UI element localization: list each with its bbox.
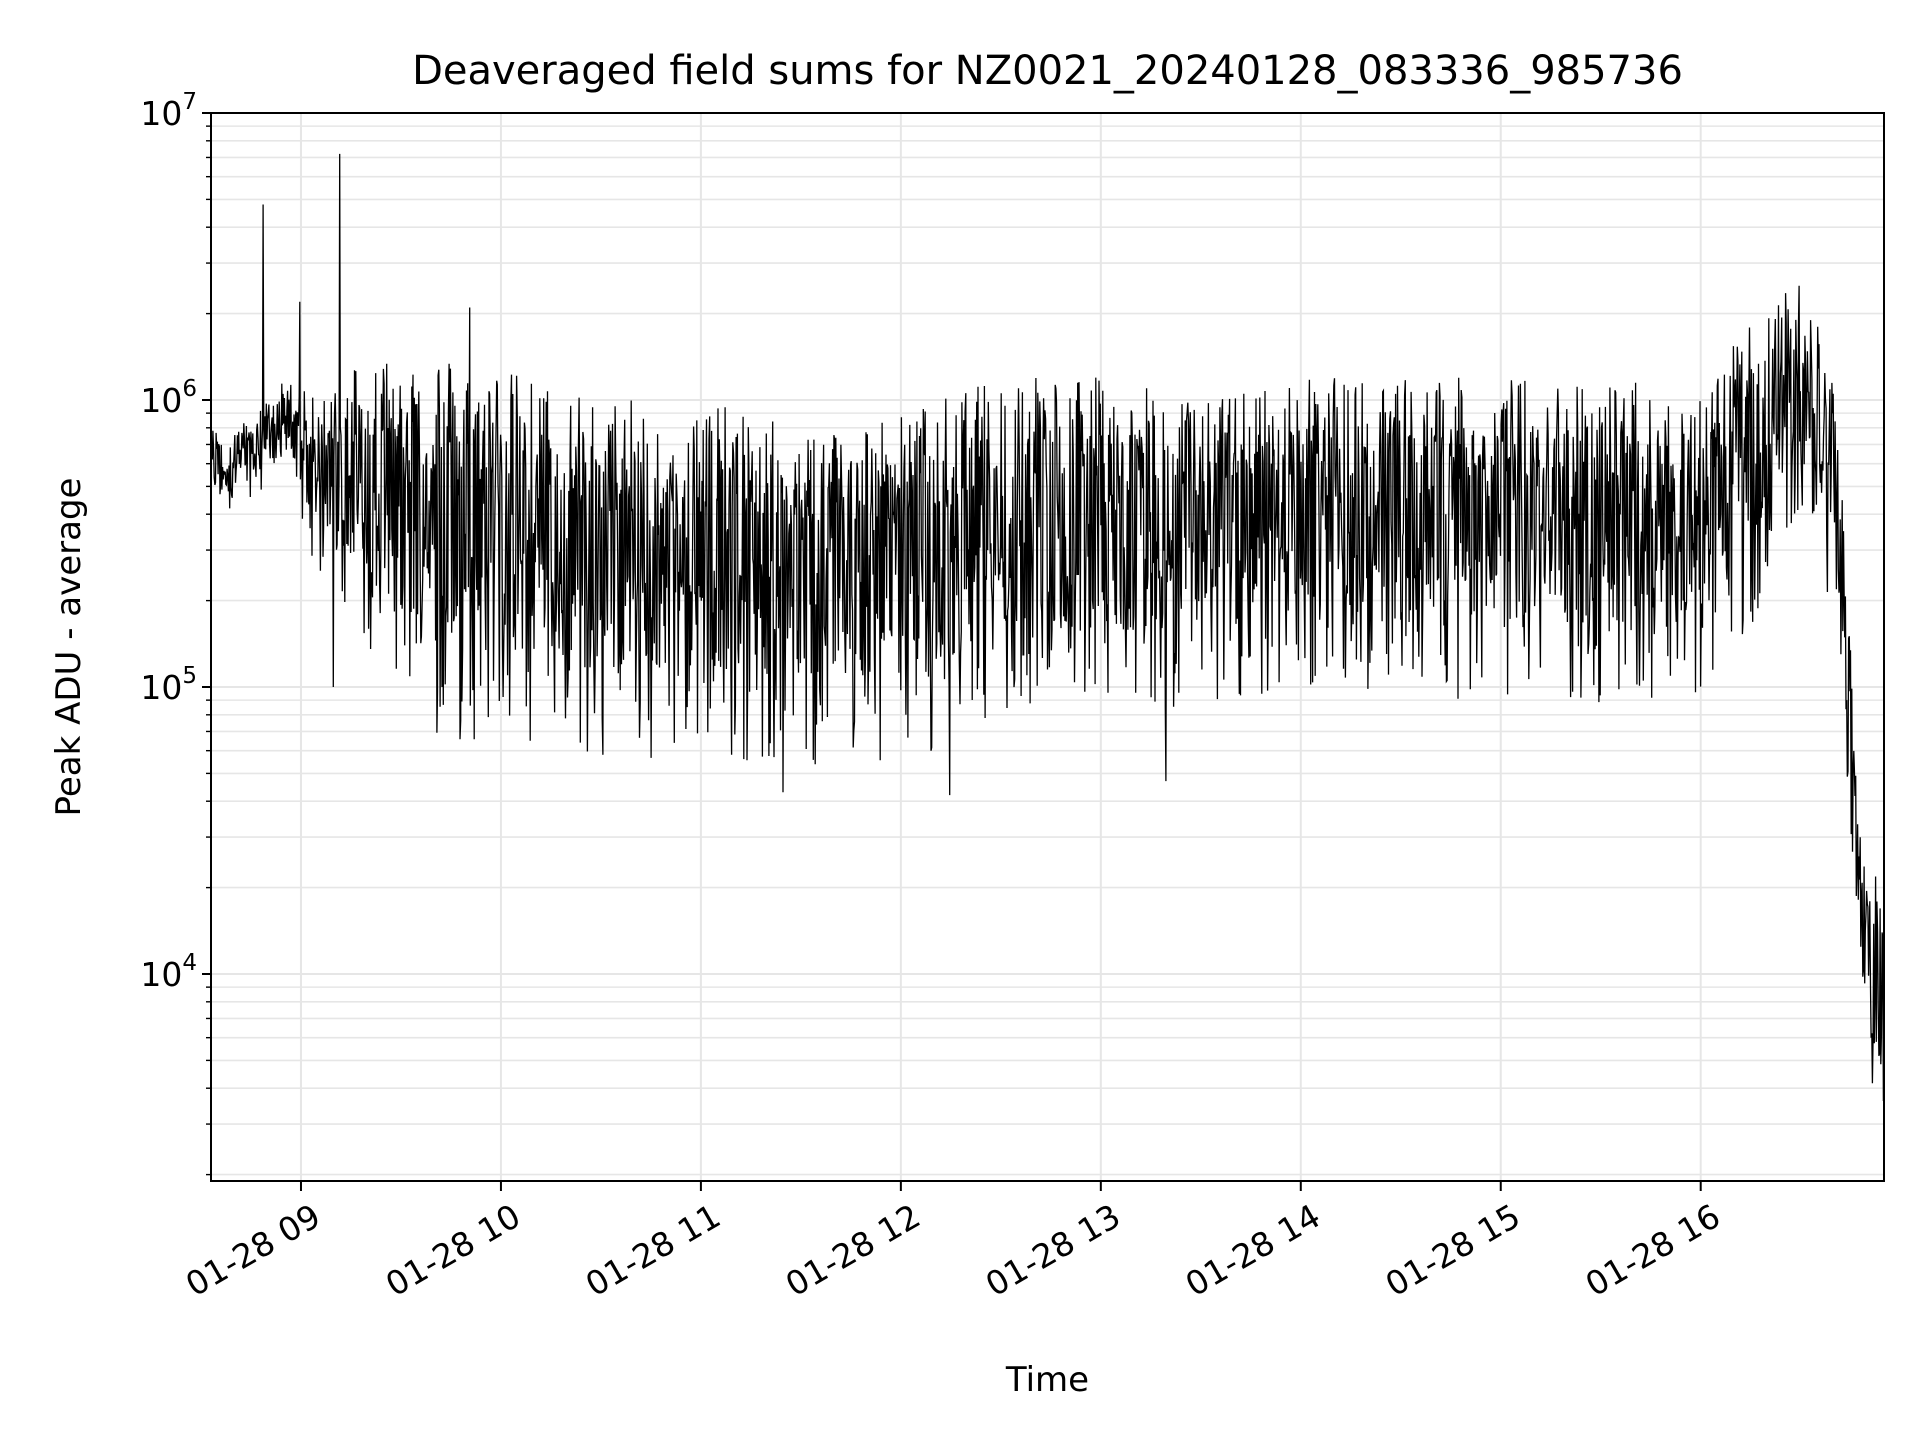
plot-area-frame xyxy=(210,112,1885,1182)
y-tick-label: 107 xyxy=(140,89,197,133)
series-layer xyxy=(211,153,1884,1102)
y-tick-label: 106 xyxy=(140,376,197,420)
y-axis: 104 105 106 107 xyxy=(140,89,211,1176)
chart-title: Deaveraged field sums for NZ0021_2024012… xyxy=(412,48,1683,94)
x-axis-label: Time xyxy=(1005,1360,1089,1400)
y-axis-label: Peak ADU - average xyxy=(49,478,89,817)
y-tick-label: 104 xyxy=(140,950,197,994)
y-tick-label: 105 xyxy=(140,663,197,707)
series-line xyxy=(211,153,1884,1102)
